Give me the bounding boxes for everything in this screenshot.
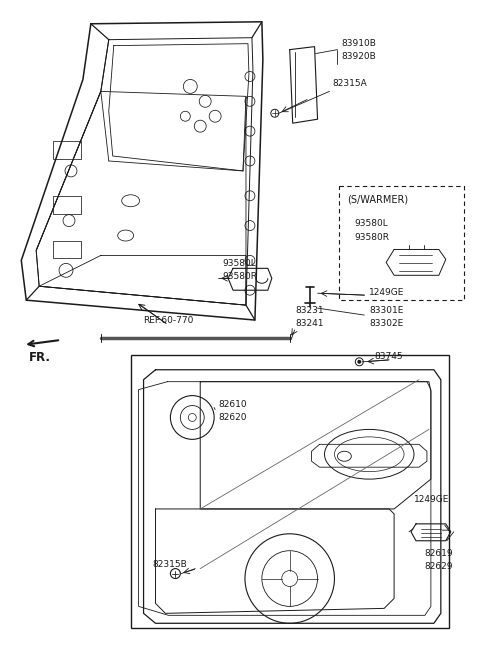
Text: FR.: FR. bbox=[29, 352, 51, 364]
Text: REF.60-770: REF.60-770 bbox=[144, 316, 194, 325]
Text: 83302E: 83302E bbox=[369, 319, 404, 327]
Text: (S/WARMER): (S/WARMER) bbox=[348, 195, 408, 205]
Text: 93580R: 93580R bbox=[222, 272, 257, 281]
Text: 83920B: 83920B bbox=[341, 52, 376, 61]
Text: 93580L: 93580L bbox=[222, 259, 256, 268]
Bar bbox=[131, 355, 449, 628]
Text: 93580R: 93580R bbox=[354, 233, 389, 242]
Text: 82620: 82620 bbox=[218, 413, 247, 422]
Text: 83231: 83231 bbox=[296, 306, 324, 315]
Circle shape bbox=[170, 569, 180, 579]
Bar bbox=[339, 186, 464, 300]
Text: 83910B: 83910B bbox=[341, 39, 376, 48]
Text: 83241: 83241 bbox=[296, 319, 324, 327]
Text: 82315B: 82315B bbox=[153, 560, 187, 569]
Bar bbox=[53, 195, 81, 214]
Text: 82315A: 82315A bbox=[333, 79, 367, 88]
Text: 1249GE: 1249GE bbox=[414, 495, 449, 504]
Text: 83301E: 83301E bbox=[369, 306, 404, 315]
Circle shape bbox=[271, 110, 279, 117]
Text: 93580L: 93580L bbox=[354, 219, 388, 228]
Bar bbox=[53, 141, 81, 159]
Text: 82610: 82610 bbox=[218, 400, 247, 409]
Text: 83745: 83745 bbox=[374, 352, 403, 361]
Text: 1249GE: 1249GE bbox=[369, 288, 405, 297]
Text: 82619: 82619 bbox=[424, 549, 453, 558]
Bar bbox=[53, 241, 81, 258]
Circle shape bbox=[357, 359, 361, 364]
Text: 82629: 82629 bbox=[424, 562, 453, 571]
